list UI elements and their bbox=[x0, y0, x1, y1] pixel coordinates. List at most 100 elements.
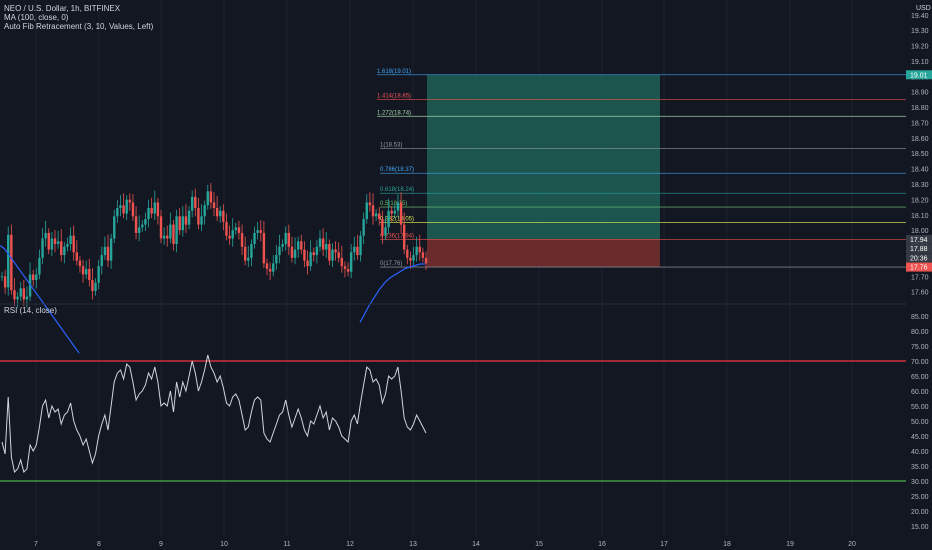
stop-zone[interactable] bbox=[427, 239, 660, 268]
candle-body bbox=[362, 219, 365, 236]
candle-body bbox=[209, 191, 213, 203]
candle-body bbox=[287, 232, 291, 247]
candle-body bbox=[306, 260, 309, 267]
rsi-tick-label: 50.00 bbox=[911, 419, 929, 426]
time-tick-label: 12 bbox=[346, 541, 354, 548]
candle-body bbox=[84, 268, 88, 275]
price-tick-label: 18.40 bbox=[911, 167, 929, 174]
fib-level-label: 0.5(18.15) bbox=[380, 201, 407, 207]
candle-body bbox=[35, 274, 38, 280]
candle-body bbox=[234, 227, 238, 231]
price-tick-label: 17.70 bbox=[911, 274, 929, 281]
candle-body bbox=[166, 235, 169, 239]
price-badge-label: 17.76 bbox=[910, 265, 928, 272]
candle-body bbox=[38, 257, 41, 275]
candle-body bbox=[421, 252, 425, 258]
candle-body bbox=[0, 276, 4, 278]
candle-body bbox=[268, 268, 272, 272]
candle-body bbox=[178, 216, 181, 231]
candle-body bbox=[219, 210, 222, 217]
candle-body bbox=[409, 257, 412, 261]
candle-body bbox=[265, 263, 269, 269]
candle-body bbox=[275, 255, 278, 264]
candle-body bbox=[284, 232, 287, 244]
time-tick-label: 14 bbox=[472, 541, 480, 548]
currency-label: USD bbox=[916, 5, 931, 12]
candle-body bbox=[300, 241, 303, 250]
candle-body bbox=[412, 255, 415, 261]
price-tick-label: 18.20 bbox=[911, 197, 929, 204]
candle-body bbox=[141, 224, 144, 228]
candle-body bbox=[22, 288, 26, 300]
price-badge bbox=[906, 70, 932, 80]
price-tick-label: 19.10 bbox=[911, 59, 929, 66]
candle-body bbox=[321, 238, 325, 250]
rsi-tick-label: 25.00 bbox=[911, 494, 929, 501]
candle-body bbox=[184, 216, 188, 225]
time-tick-label: 7 bbox=[34, 541, 38, 548]
fib-level-label: 0.236(17.94) bbox=[380, 233, 414, 239]
candle-body bbox=[312, 252, 315, 256]
candle-body bbox=[181, 216, 185, 231]
candle-body bbox=[56, 241, 60, 244]
candle-body bbox=[19, 288, 22, 297]
candle-body bbox=[10, 234, 13, 291]
rsi-legend[interactable]: RSI (14, close) bbox=[4, 306, 57, 315]
moving-average-line bbox=[0, 245, 425, 354]
fib-legend[interactable]: Auto Fib Retracement (3, 10, Values, Lef… bbox=[4, 22, 154, 31]
candle-body bbox=[81, 266, 85, 275]
rsi-tick-label: 85.00 bbox=[911, 314, 929, 321]
candle-body bbox=[94, 282, 97, 292]
price-axis[interactable]: 19.4019.3019.2019.1019.0018.9018.8018.70… bbox=[906, 0, 932, 304]
candle-body bbox=[343, 266, 347, 269]
position-tool[interactable] bbox=[427, 74, 660, 268]
candle-body bbox=[272, 263, 275, 272]
rsi-tick-label: 70.00 bbox=[911, 359, 929, 366]
time-tick-label: 16 bbox=[598, 541, 606, 548]
candle-body bbox=[378, 213, 381, 220]
candle-body bbox=[122, 205, 125, 214]
candle-body bbox=[175, 216, 178, 244]
candle-body bbox=[371, 205, 375, 217]
candle-body bbox=[63, 246, 66, 256]
symbol-title[interactable]: NEO / U.S. Dollar, 1h, BITFINEX bbox=[4, 4, 121, 13]
rsi-axis[interactable]: 85.00 80.00 75.00 70.00 65.00 60.00 55.00 50.00… bbox=[911, 314, 929, 531]
time-tick-label: 19 bbox=[786, 541, 794, 548]
rsi-tick-label: 15.00 bbox=[911, 524, 929, 531]
candle-body bbox=[100, 255, 103, 267]
candle-body bbox=[337, 252, 340, 258]
candle-body bbox=[247, 257, 250, 261]
fib-retracement[interactable]: 1.618(19.01) 1.414(18.85) 1.272(18.74) 1(18… bbox=[377, 69, 906, 268]
ma-line-left bbox=[0, 245, 80, 354]
candle-body bbox=[197, 208, 200, 225]
time-axis[interactable]: 7 8 9 10 11 12 13 14 15 16 17 18 19 20 bbox=[34, 541, 856, 548]
price-tick-label: 18.10 bbox=[911, 213, 929, 220]
price-badge bbox=[906, 262, 932, 272]
price-badge-label: 17.94 bbox=[910, 237, 928, 244]
candle-body bbox=[365, 202, 368, 220]
rsi-tick-label: 60.00 bbox=[911, 389, 929, 396]
candle-body bbox=[75, 252, 79, 261]
candle-body bbox=[231, 230, 234, 239]
price-tick-label: 18.50 bbox=[911, 151, 929, 158]
candle-body bbox=[109, 238, 113, 261]
profit-zone[interactable] bbox=[427, 74, 660, 240]
candle-body bbox=[162, 235, 166, 239]
price-badge-label: 20:36 bbox=[910, 255, 928, 262]
candle-body bbox=[203, 205, 206, 217]
candle-body bbox=[131, 202, 135, 217]
candle-body bbox=[69, 235, 72, 244]
ma-legend[interactable]: MA (100, close, 0) bbox=[4, 13, 69, 22]
candle-body bbox=[172, 224, 175, 244]
candle-body bbox=[309, 252, 312, 267]
rsi-tick-label: 75.00 bbox=[911, 344, 929, 351]
fib-level-label: 0.382(18.05) bbox=[380, 216, 414, 222]
fib-level-label: 1.272(18.74) bbox=[377, 110, 411, 116]
candle-body bbox=[47, 232, 50, 250]
candle-body bbox=[222, 210, 225, 222]
fib-level-label: 1(18.53) bbox=[380, 143, 402, 149]
price-badge-label: 17.88 bbox=[910, 246, 928, 253]
price-badge bbox=[906, 244, 932, 254]
fib-level-label: 0.618(18.24) bbox=[380, 187, 414, 193]
